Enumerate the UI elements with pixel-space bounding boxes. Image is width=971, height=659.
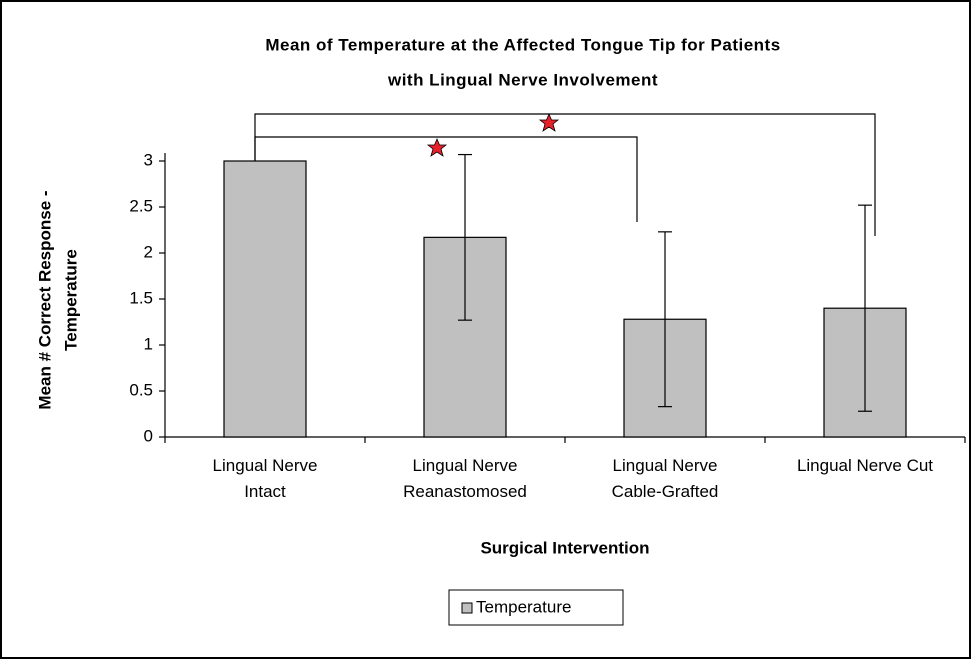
y-tick-label: 0.5 bbox=[129, 380, 153, 399]
y-tick-label: 0 bbox=[144, 426, 153, 445]
y-axis-label-line: Mean # Correct Response - bbox=[35, 190, 54, 409]
x-tick-label: Lingual Nerve Intact bbox=[212, 456, 318, 501]
y-tick-label: 1 bbox=[144, 334, 153, 353]
y-tick-label: 2 bbox=[144, 242, 153, 261]
y-axis-label-line: Temperature bbox=[61, 249, 80, 351]
y-tick-label: 3 bbox=[144, 150, 153, 169]
significance-star bbox=[538, 112, 560, 132]
bar bbox=[223, 160, 307, 438]
x-tick-label: Lingual Nerve Cable-Grafted bbox=[611, 456, 719, 501]
x-axis-label: Surgical Intervention bbox=[480, 538, 649, 557]
significance-bracket bbox=[254, 136, 638, 222]
legend-swatch bbox=[461, 602, 473, 614]
legend-box bbox=[448, 589, 624, 626]
y-axis-label: Mean # Correct Response - Temperature bbox=[35, 190, 80, 409]
y-tick-label: 1.5 bbox=[129, 288, 153, 307]
y-tick-label: 2.5 bbox=[129, 196, 153, 215]
legend-label: Temperature bbox=[476, 597, 571, 616]
x-tick-label: Lingual Nerve Reanastomosed bbox=[403, 456, 527, 501]
chart-title: Mean of Temperature at the Affected Tong… bbox=[265, 35, 780, 54]
chart-title: with Lingual Nerve Involvement bbox=[387, 70, 658, 89]
x-tick-label: Lingual Nerve Cut bbox=[796, 456, 934, 475]
significance-star bbox=[426, 137, 448, 157]
